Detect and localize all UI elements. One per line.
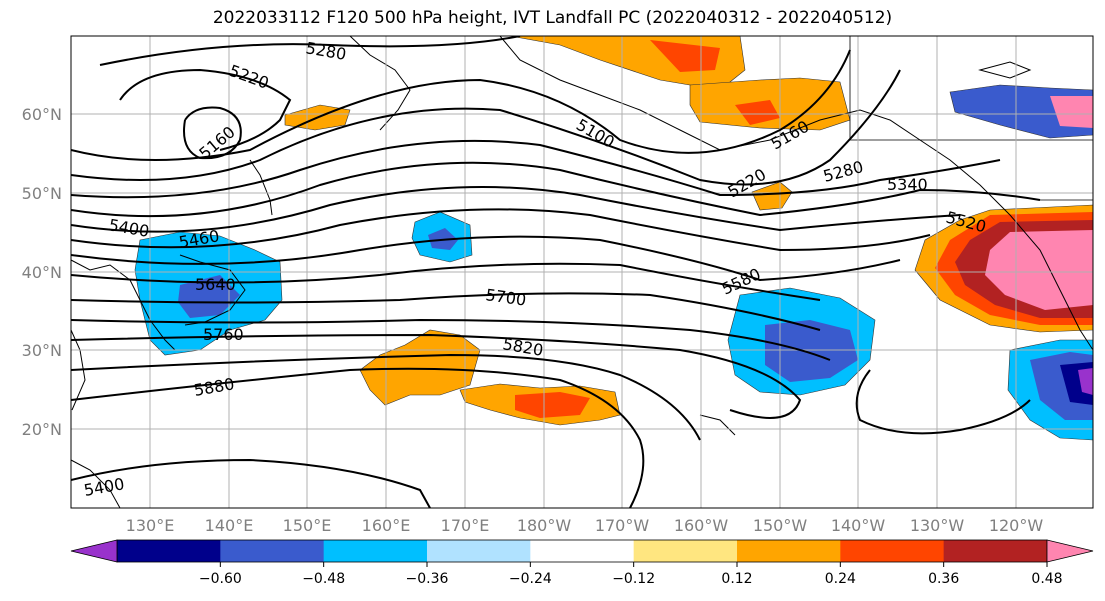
- map-title: 2022033112 F120 500 hPa height, IVT Land…: [212, 8, 893, 28]
- colorbar-arrow-left: [70, 539, 118, 563]
- colorbar-segment: [530, 540, 635, 562]
- colorbar-segment: [323, 540, 428, 562]
- contour-label: 5760: [203, 325, 244, 344]
- lon-label: 150°E: [283, 516, 332, 535]
- lon-label: 140°E: [205, 516, 254, 535]
- lat-label: 50°N: [22, 184, 62, 203]
- lon-label: 150°W: [753, 516, 808, 535]
- colorbar: −0.60 −0.48 −0.36 −0.24 −0.12 0.12 0.24 0.36 0.4…: [70, 539, 1094, 587]
- colorbar-tick-label: −0.24: [509, 571, 552, 587]
- colorbar-segment: [117, 540, 221, 562]
- lon-label: 160°E: [362, 516, 411, 535]
- colorbar-tick-label: 0.12: [721, 571, 752, 587]
- lon-label: 180°W: [517, 516, 572, 535]
- gridlines: [71, 36, 1093, 508]
- height-contours: [71, 36, 1041, 508]
- colorbar-tick-label: −0.48: [302, 571, 345, 587]
- colorbar-tick-label: 0.24: [825, 571, 856, 587]
- colorbar-tick-label: 0.36: [928, 571, 959, 587]
- contour-label: 5640: [195, 275, 236, 294]
- lat-label: 40°N: [22, 263, 62, 282]
- lat-label: 60°N: [22, 105, 62, 124]
- lon-label: 170°E: [441, 516, 490, 535]
- colorbar-segment: [427, 540, 531, 562]
- colorbar-arrow-right: [1046, 539, 1094, 563]
- longitude-labels: 130°E 140°E 150°E 160°E 170°E 180°W 170°…: [126, 516, 1044, 535]
- colorbar-tick-label: −0.60: [199, 571, 242, 587]
- colorbar-segment: [840, 540, 945, 562]
- colorbar-tick-label: 0.48: [1031, 571, 1062, 587]
- lon-label: 130°E: [126, 516, 175, 535]
- contour-label: 5340: [887, 175, 928, 194]
- lon-label: 170°W: [595, 516, 650, 535]
- colorbar-segment: [943, 540, 1048, 562]
- colorbar-segment: [737, 540, 841, 562]
- lon-label: 160°W: [674, 516, 729, 535]
- lon-label: 140°W: [831, 516, 886, 535]
- colorbar-tick-label: −0.12: [612, 571, 655, 587]
- lon-label: 130°W: [910, 516, 965, 535]
- map-border: [70, 35, 1094, 509]
- latitude-labels: 60°N 50°N 40°N 30°N 20°N: [22, 105, 62, 439]
- lon-label: 120°W: [989, 516, 1044, 535]
- lat-label: 20°N: [22, 420, 62, 439]
- colorbar-tick-label: −0.36: [406, 571, 449, 587]
- lat-label: 30°N: [22, 341, 62, 360]
- colorbar-segment: [220, 540, 325, 562]
- colorbar-segment: [633, 540, 738, 562]
